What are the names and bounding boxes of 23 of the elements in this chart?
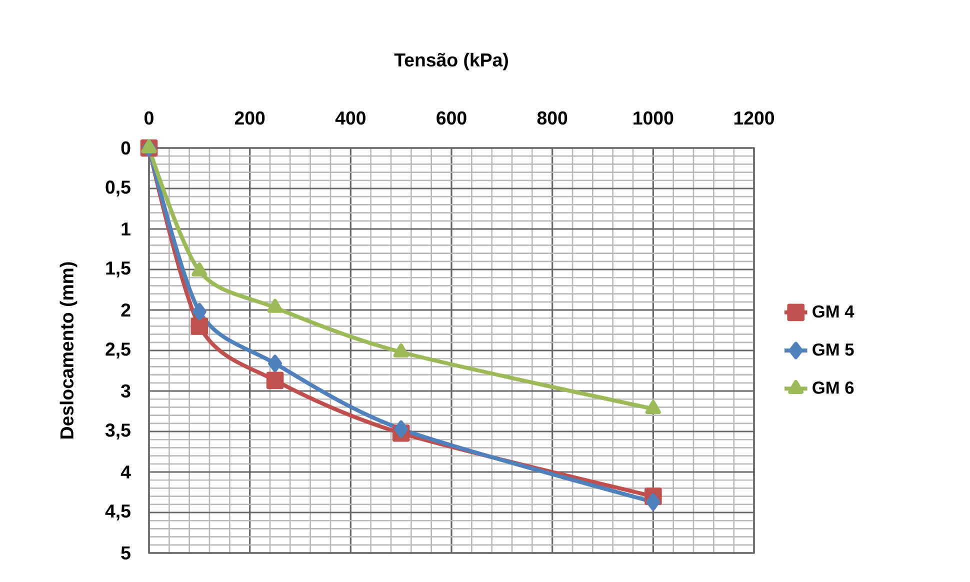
y-tick-label: 5 <box>121 546 130 560</box>
legend-label: GM 6 <box>812 382 854 394</box>
y-tick-label: 3 <box>120 384 130 398</box>
y-tick-label: 4,5 <box>105 504 130 520</box>
x-axis-title: Tensão (kPa) <box>394 52 508 70</box>
x-tick-label: 0 <box>144 111 154 125</box>
x-tick-label: 1200 <box>734 111 774 125</box>
x-tick-label: 200 <box>234 111 265 125</box>
x-tick-label: 400 <box>335 111 366 125</box>
y-tick-label: 0,5 <box>106 180 130 196</box>
y-tick-label: 3,5 <box>105 424 130 440</box>
y-tick-label: 1 <box>122 222 130 236</box>
y-tick-label: 1,5 <box>106 262 130 278</box>
legend-label: GM 5 <box>812 343 854 356</box>
y-tick-label: 4 <box>120 466 131 478</box>
y-axis-title: Deslocamento (mm) <box>60 262 78 438</box>
x-tick-label: 600 <box>436 111 466 125</box>
y-tick-label: 0 <box>121 141 130 155</box>
y-tick-label: 2 <box>121 303 130 317</box>
x-tick-label: 800 <box>537 111 568 125</box>
y-tick-label: 2,5 <box>106 342 130 358</box>
x-tick-label: 1000 <box>634 111 674 125</box>
legend-label: GM 4 <box>812 305 854 318</box>
